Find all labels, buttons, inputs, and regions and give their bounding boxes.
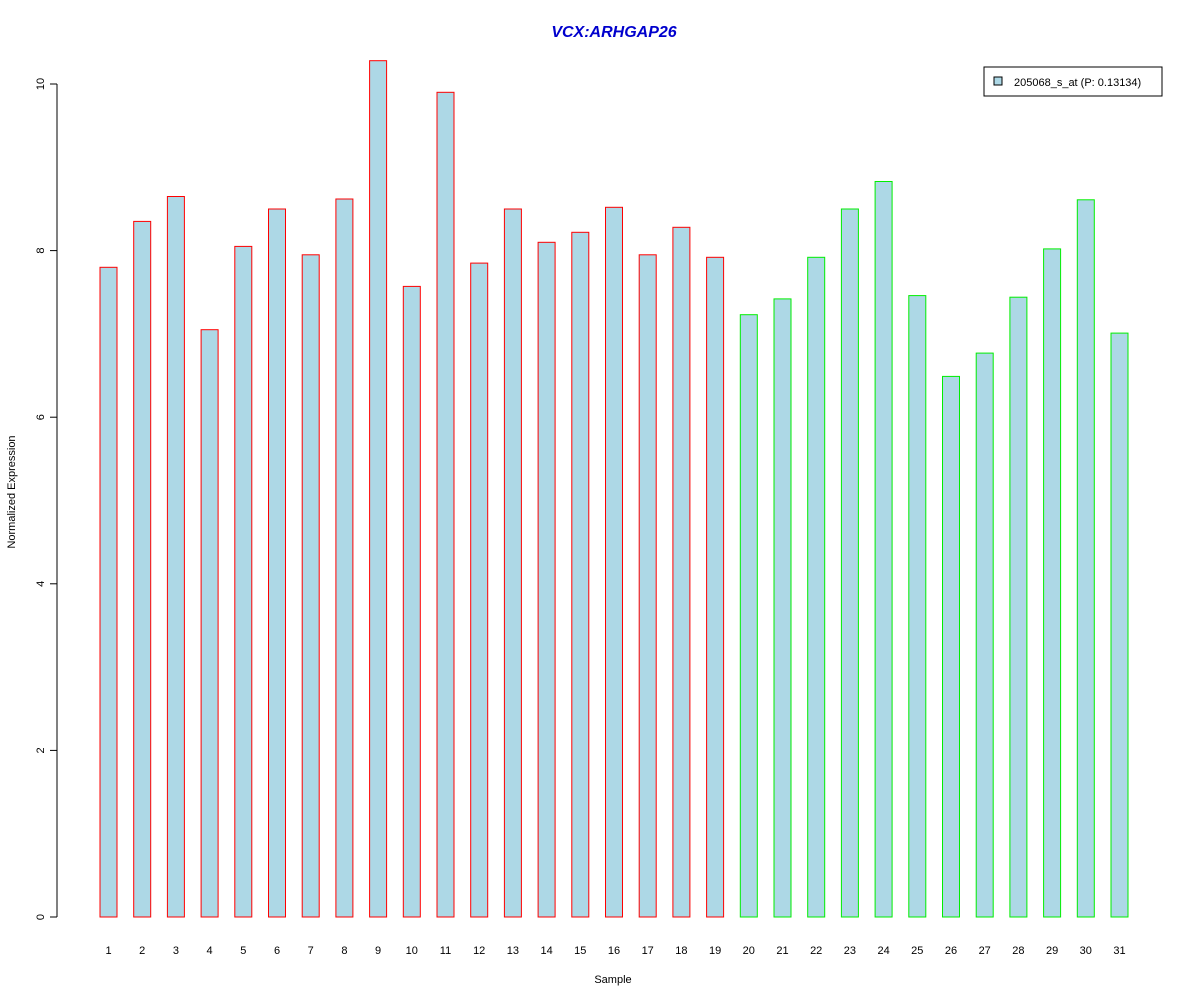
x-tick-label: 17 (642, 945, 654, 957)
x-tick-label: 5 (240, 945, 246, 957)
bar-sample-8 (335, 198, 354, 918)
bar-sample-27 (975, 352, 994, 918)
bar-sample-21 (773, 298, 792, 918)
x-tick-label: 1 (105, 945, 111, 957)
legend-box (983, 66, 1163, 97)
bar-sample-17 (638, 254, 657, 918)
bar-sample-13 (503, 208, 522, 918)
bar-sample-22 (807, 256, 826, 918)
bar-sample-15 (571, 231, 590, 918)
bar-sample-10 (402, 285, 421, 918)
x-tick-label: 6 (274, 945, 280, 957)
x-tick-label: 9 (375, 945, 381, 957)
bar-sample-7 (301, 254, 320, 918)
x-tick-label: 24 (877, 945, 889, 957)
x-tick-label: 16 (608, 945, 620, 957)
bar-sample-3 (166, 196, 185, 918)
bar-sample-29 (1043, 248, 1062, 918)
bars (99, 60, 1129, 918)
x-tick-label: 31 (1113, 945, 1125, 957)
legend-swatch (993, 76, 1003, 86)
bar-sample-18 (672, 226, 691, 918)
x-tick-label: 3 (173, 945, 179, 957)
x-tick-labels: 1 2 3 4 5 6 7 8 9 10 11 12 13 14 15 16 17 18 19 20 21 22 23 24 2… (105, 945, 1125, 957)
bar-sample-28 (1009, 296, 1028, 918)
bar-sample-1 (99, 266, 118, 918)
bar-sample-4 (200, 329, 219, 918)
bar-sample-2 (133, 220, 152, 918)
x-tick-label: 19 (709, 945, 721, 957)
bar-sample-20 (739, 314, 758, 918)
x-tick-label: 11 (440, 945, 451, 957)
bar-sample-5 (234, 245, 253, 918)
bar-sample-14 (537, 241, 556, 918)
bar-sample-11 (436, 91, 455, 918)
chart-title: VCX:ARHGAP26 (551, 24, 676, 41)
x-tick-label: 4 (207, 945, 213, 957)
bar-sample-9 (369, 60, 388, 918)
y-ticks: 0 2 4 6 8 10 (35, 78, 57, 920)
x-tick-label: 14 (540, 945, 552, 957)
x-tick-label: 8 (341, 945, 347, 957)
x-tick-label: 18 (675, 945, 687, 957)
x-tick-label: 7 (308, 945, 314, 957)
x-tick-label: 20 (743, 945, 755, 957)
bar-sample-31 (1110, 332, 1129, 918)
bar-sample-16 (605, 206, 623, 918)
y-tick-label: 6 (35, 414, 47, 420)
x-tick-label: 26 (945, 945, 957, 957)
bar-sample-25 (908, 295, 927, 918)
x-axis-label: Sample (594, 974, 631, 986)
x-tick-label: 2 (139, 945, 145, 957)
x-tick-label: 15 (574, 945, 586, 957)
y-tick-label: 10 (35, 78, 47, 90)
legend: 205068_s_at (P: 0.13134) (983, 66, 1163, 97)
bar-sample-12 (470, 262, 489, 918)
x-tick-label: 12 (473, 945, 485, 957)
bar-sample-23 (840, 208, 859, 918)
bar-sample-6 (268, 208, 286, 918)
y-tick-label: 8 (35, 248, 47, 254)
x-tick-label: 29 (1046, 945, 1058, 957)
y-tick-label: 0 (35, 914, 47, 920)
x-tick-label: 13 (507, 945, 519, 957)
x-tick-label: 22 (810, 945, 822, 957)
y-tick-label: 2 (35, 747, 47, 753)
x-tick-label: 27 (979, 945, 991, 957)
bar-sample-30 (1076, 199, 1095, 918)
x-tick-label: 10 (406, 945, 418, 957)
bar-sample-24 (874, 181, 893, 918)
x-tick-label: 23 (844, 945, 856, 957)
bar-sample-26 (942, 375, 960, 918)
x-tick-label: 30 (1080, 945, 1092, 957)
bar-sample-19 (706, 256, 725, 918)
x-tick-label: 21 (776, 945, 788, 957)
y-axis-label: Normalized Expression (6, 435, 18, 548)
x-tick-label: 28 (1012, 945, 1024, 957)
y-axis: 0 2 4 6 8 10 (35, 78, 58, 920)
y-tick-label: 4 (35, 581, 47, 587)
x-tick-label: 25 (911, 945, 923, 957)
legend-label: 205068_s_at (P: 0.13134) (1014, 77, 1141, 89)
